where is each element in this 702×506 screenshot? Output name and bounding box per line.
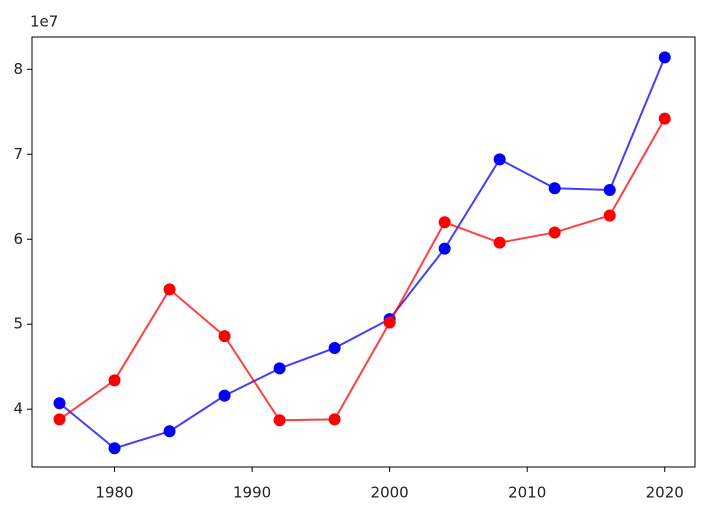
data-point (218, 389, 231, 402)
data-point (53, 413, 66, 426)
x-tick-label: 2020 (646, 484, 684, 502)
data-point (493, 153, 506, 166)
data-point (603, 183, 616, 196)
data-point (328, 413, 341, 426)
y-tick-label: 5 (13, 315, 23, 333)
data-point (658, 112, 671, 125)
data-point (383, 316, 396, 329)
data-point (328, 342, 341, 355)
x-tick-label: 2000 (371, 484, 409, 502)
data-point (548, 226, 561, 239)
data-point (438, 216, 451, 229)
data-point (53, 397, 66, 410)
data-point (603, 209, 616, 222)
data-point (273, 362, 286, 375)
plot-frame (31, 36, 696, 468)
series-line (58, 118, 666, 422)
x-tick-label: 1980 (95, 484, 133, 502)
data-point (163, 283, 176, 296)
data-point (658, 51, 671, 64)
y-tick-label: 8 (13, 60, 23, 78)
data-point (108, 374, 121, 387)
series-line (58, 57, 666, 450)
data-point (163, 425, 176, 438)
y-tick-label: 7 (13, 145, 23, 163)
data-point (493, 236, 506, 249)
data-point (273, 414, 286, 427)
data-point (548, 182, 561, 195)
y-tick-label: 6 (13, 230, 23, 248)
x-tick-label: 1990 (233, 484, 271, 502)
y-offset-label: 1e7 (30, 13, 58, 31)
data-point (438, 242, 451, 255)
x-tick-label: 2010 (508, 484, 546, 502)
y-tick-label: 4 (13, 400, 23, 418)
data-point (108, 442, 121, 455)
data-point (218, 330, 231, 343)
